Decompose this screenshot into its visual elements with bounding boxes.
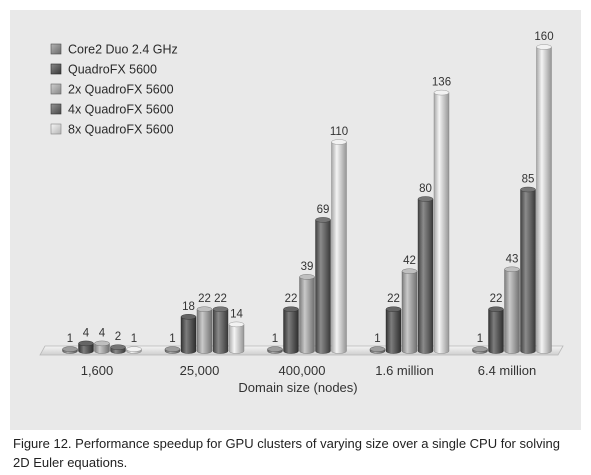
data-label-4x-quadrofx-5600-400-000: 69 xyxy=(317,204,330,216)
data-label-4x-quadrofx-5600-25-000: 22 xyxy=(214,293,227,305)
data-label-2x-quadrofx-5600-6-4-million: 43 xyxy=(506,253,519,265)
legend-swatch-quadrofx-5600 xyxy=(50,63,62,75)
legend-label-2x-quadrofx-5600: 2x QuadroFX 5600 xyxy=(68,83,174,97)
data-label-quadrofx-5600-1-600: 4 xyxy=(83,327,90,339)
data-label-2x-quadrofx-5600-400-000: 39 xyxy=(301,261,314,273)
data-label-quadrofx-5600-400-000: 22 xyxy=(285,293,298,305)
x-tick-labels: 1,600 25,000 400,000 1.6 million 6.4 million xyxy=(81,363,537,378)
bar-quadrofx-5600-400-000 xyxy=(283,306,299,354)
x-tick-6-4-million: 6.4 million xyxy=(478,363,537,378)
bar-2x-quadrofx-5600-1-6-million xyxy=(401,268,418,354)
bar-2x-quadrofx-5600-1-600 xyxy=(94,340,110,354)
legend-label-quadrofx-5600: QuadroFX 5600 xyxy=(68,63,157,77)
legend: Core2 Duo 2.4 GHz QuadroFX 5600 2x QuadroF… xyxy=(50,43,178,137)
bar-quadrofx-5600-6-4-million xyxy=(488,306,504,354)
data-label-quadrofx-5600-6-4-million: 22 xyxy=(490,293,503,305)
legend-label-4x-quadrofx-5600: 4x QuadroFX 5600 xyxy=(68,103,174,117)
legend-swatch-8x-quadrofx-5600 xyxy=(50,123,62,135)
data-label-core2-duo-2-4-ghz-400-000: 1 xyxy=(272,333,278,345)
data-label-2x-quadrofx-5600-1-600: 4 xyxy=(99,327,106,339)
bar-2x-quadrofx-5600-25-000 xyxy=(196,306,213,354)
data-label-4x-quadrofx-5600-1-6-million: 80 xyxy=(419,183,432,195)
bar-4x-quadrofx-5600-1-6-million xyxy=(417,196,434,354)
bar-4x-quadrofx-5600-25-000 xyxy=(212,306,229,354)
bar-8x-quadrofx-5600-6-4-million xyxy=(536,44,552,354)
data-label-2x-quadrofx-5600-25-000: 22 xyxy=(198,293,211,305)
speedup-chart: Core2 Duo 2.4 GHz QuadroFX 5600 2x QuadroF… xyxy=(39,31,564,395)
x-tick-1-6-million: 1.6 million xyxy=(375,363,434,378)
legend-swatch-2x-quadrofx-5600 xyxy=(50,83,62,95)
bar-4x-quadrofx-5600-6-4-million xyxy=(520,186,536,354)
data-label-core2-duo-2-4-ghz-25-000: 1 xyxy=(169,333,175,345)
x-tick-1-600: 1,600 xyxy=(81,363,114,378)
bars xyxy=(62,44,552,354)
bar-4x-quadrofx-5600-1-600 xyxy=(110,344,126,354)
data-label-4x-quadrofx-5600-6-4-million: 85 xyxy=(522,174,535,186)
data-label-8x-quadrofx-5600-6-4-million: 160 xyxy=(534,31,553,43)
bar-core2-duo-2-4-ghz-25-000 xyxy=(164,346,181,354)
data-label-8x-quadrofx-5600-400-000: 110 xyxy=(330,126,348,138)
data-label-8x-quadrofx-5600-25-000: 14 xyxy=(230,308,243,320)
data-label-core2-duo-2-4-ghz-1-600: 1 xyxy=(67,333,73,345)
bar-quadrofx-5600-1-600 xyxy=(78,340,94,354)
bar-8x-quadrofx-5600-1-6-million xyxy=(433,89,450,354)
bar-8x-quadrofx-5600-1-600 xyxy=(126,346,142,354)
legend-swatch-core2-duo-2-4-ghz xyxy=(50,43,62,55)
x-axis-title: Domain size (nodes) xyxy=(238,380,357,395)
x-tick-400-000: 400,000 xyxy=(279,363,326,378)
bar-8x-quadrofx-5600-25-000 xyxy=(228,321,245,354)
figure-caption: Figure 12. Performance speedup for GPU c… xyxy=(13,436,560,470)
data-label-quadrofx-5600-25-000: 18 xyxy=(182,301,195,313)
data-label-quadrofx-5600-1-6-million: 22 xyxy=(387,293,400,305)
data-label-2x-quadrofx-5600-1-6-million: 42 xyxy=(403,255,416,267)
legend-label-core2-duo-2-4-ghz: Core2 Duo 2.4 GHz xyxy=(68,43,178,57)
data-label-core2-duo-2-4-ghz-1-6-million: 1 xyxy=(374,333,380,345)
bar-quadrofx-5600-1-6-million xyxy=(385,306,402,354)
bar-2x-quadrofx-5600-400-000 xyxy=(299,274,315,354)
legend-swatch-4x-quadrofx-5600 xyxy=(50,103,62,115)
bar-core2-duo-2-4-ghz-6-4-million xyxy=(472,346,488,354)
bar-core2-duo-2-4-ghz-1-600 xyxy=(62,346,78,354)
data-label-4x-quadrofx-5600-1-600: 2 xyxy=(115,331,121,343)
data-label-core2-duo-2-4-ghz-6-4-million: 1 xyxy=(477,333,483,345)
bar-quadrofx-5600-25-000 xyxy=(180,314,197,354)
legend-label-8x-quadrofx-5600: 8x QuadroFX 5600 xyxy=(68,123,174,137)
bar-core2-duo-2-4-ghz-1-6-million xyxy=(369,346,386,354)
figure-panel: Core2 Duo 2.4 GHz QuadroFX 5600 2x QuadroF… xyxy=(10,10,581,430)
bar-4x-quadrofx-5600-400-000 xyxy=(315,217,331,354)
data-label-8x-quadrofx-5600-1-6-million: 136 xyxy=(432,77,451,89)
x-tick-25-000: 25,000 xyxy=(180,363,220,378)
bar-core2-duo-2-4-ghz-400-000 xyxy=(267,346,283,354)
bar-8x-quadrofx-5600-400-000 xyxy=(331,139,347,354)
data-label-8x-quadrofx-5600-1-600: 1 xyxy=(131,333,137,345)
bar-2x-quadrofx-5600-6-4-million xyxy=(504,266,520,354)
